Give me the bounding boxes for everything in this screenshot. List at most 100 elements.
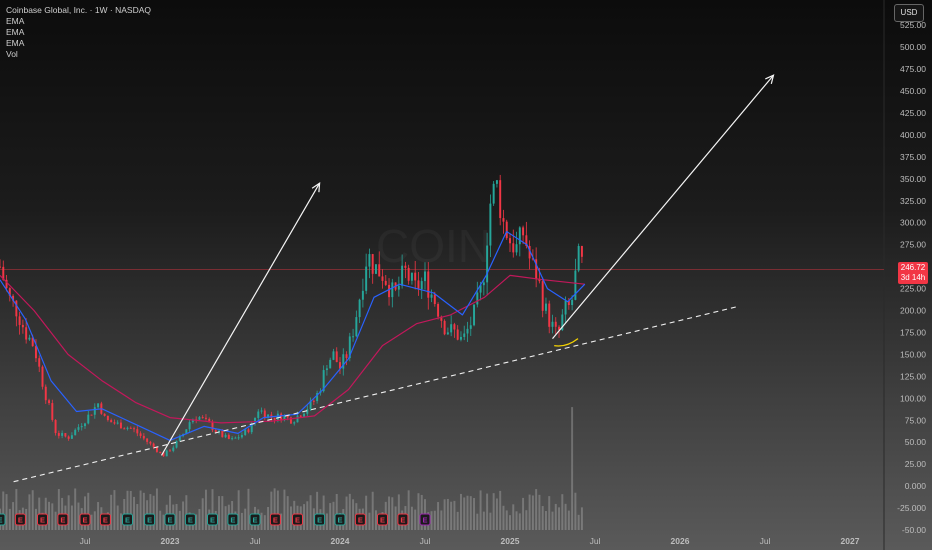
- candle-body: [459, 336, 462, 340]
- legend-volume[interactable]: Vol: [6, 49, 18, 59]
- x-tick-label: 2025: [501, 536, 520, 546]
- candle-body: [388, 284, 391, 298]
- candle-body: [466, 328, 469, 334]
- candle-body: [15, 300, 18, 317]
- earnings-marker-label: E: [40, 516, 45, 525]
- volume-bar: [466, 495, 469, 530]
- legend-ema-1[interactable]: EMA: [6, 16, 25, 26]
- candle-body: [136, 429, 139, 434]
- volume-bar: [142, 492, 145, 530]
- volume-bar: [443, 499, 446, 530]
- volume-bar: [541, 506, 544, 530]
- volume-bar: [538, 494, 541, 530]
- currency-button[interactable]: USD: [894, 4, 924, 22]
- legend-ema-3[interactable]: EMA: [6, 38, 25, 48]
- y-tick-label: 150.00: [900, 349, 926, 359]
- volume-bar: [433, 510, 436, 530]
- candle-body: [77, 427, 80, 430]
- candle-body: [227, 434, 230, 439]
- symbol-title[interactable]: Coinbase Global, Inc. · 1W · NASDAQ: [6, 5, 152, 15]
- volume-bar: [139, 490, 142, 530]
- candle-body: [74, 429, 77, 436]
- candle-body: [489, 203, 492, 246]
- earnings-marker: [0, 513, 6, 526]
- candle-body: [544, 303, 547, 311]
- volume-bar: [365, 495, 368, 530]
- volume-bar: [469, 496, 472, 530]
- y-tick-label: 500.00: [900, 42, 926, 52]
- volume-bar: [119, 513, 122, 530]
- candle-body: [44, 386, 47, 401]
- candle-body: [404, 265, 407, 268]
- candle-body: [172, 447, 175, 451]
- candle-body: [165, 450, 168, 457]
- volume-bar: [437, 502, 440, 530]
- x-tick-label: 2023: [161, 536, 180, 546]
- legend-ema-2[interactable]: EMA: [6, 27, 25, 37]
- earnings-marker-label: E: [147, 516, 152, 525]
- volume-bar: [8, 508, 11, 530]
- candle-body: [191, 419, 194, 423]
- y-tick-label: 525.00: [900, 20, 926, 30]
- candle-body: [48, 400, 51, 404]
- candle-body: [332, 351, 335, 360]
- candle-body: [571, 299, 574, 306]
- earnings-marker-label: E: [400, 516, 405, 525]
- earnings-marker: [79, 513, 91, 526]
- earnings-marker: [99, 513, 111, 526]
- volume-bar: [479, 490, 482, 530]
- x-tick-label: Jul: [420, 536, 431, 546]
- candle-body: [289, 417, 292, 424]
- earnings-marker: [184, 513, 196, 526]
- y-tick-label: 100.00: [900, 393, 926, 403]
- y-tick-label: 200.00: [900, 306, 926, 316]
- volume-bar: [453, 500, 456, 530]
- candle-body: [8, 288, 11, 296]
- candle-body: [306, 409, 309, 414]
- candle-body: [577, 246, 580, 271]
- volume-bar: [51, 503, 54, 530]
- symbol-watermark: COIN: [376, 220, 491, 272]
- y-tick-label: 75.00: [905, 415, 927, 425]
- volume-bar: [25, 508, 28, 530]
- candle-body: [28, 337, 31, 340]
- candle-body: [57, 433, 60, 436]
- candle-body: [90, 414, 93, 416]
- candle-body: [273, 417, 276, 420]
- candle-body: [260, 410, 263, 412]
- x-tick-label: 2024: [331, 536, 350, 546]
- earnings-marker: [269, 513, 281, 526]
- candle-body: [567, 300, 570, 306]
- earnings-marker-label: E: [210, 516, 215, 525]
- candle-body: [257, 411, 260, 418]
- candle-body: [116, 422, 119, 424]
- candle-body: [469, 325, 472, 329]
- volume-bar: [345, 496, 348, 530]
- support-highlight-line: [554, 338, 579, 347]
- y-tick-label: 0.000: [905, 481, 927, 491]
- candle-body: [106, 415, 109, 421]
- volume-bar: [309, 495, 312, 530]
- volume-bar: [512, 504, 515, 530]
- y-tick-label: -50.00: [902, 525, 926, 535]
- candle-body: [561, 314, 564, 331]
- volume-bar: [116, 505, 119, 530]
- candle-body: [365, 266, 368, 291]
- candle-body: [541, 281, 544, 311]
- volume-bar: [335, 493, 338, 530]
- candle-body: [339, 362, 341, 369]
- candle-body: [113, 422, 116, 424]
- volume-bar: [554, 503, 557, 530]
- volume-bar: [312, 508, 315, 530]
- earnings-marker-label: E: [103, 516, 108, 525]
- candle-body: [352, 336, 355, 338]
- candle-body: [420, 281, 423, 290]
- candle-body: [580, 246, 583, 257]
- candle-body: [316, 393, 319, 402]
- volume-bar: [352, 499, 355, 530]
- candle-body: [110, 420, 113, 423]
- candle-body: [505, 221, 508, 239]
- volume-bar: [133, 496, 136, 530]
- candle-body: [355, 317, 358, 337]
